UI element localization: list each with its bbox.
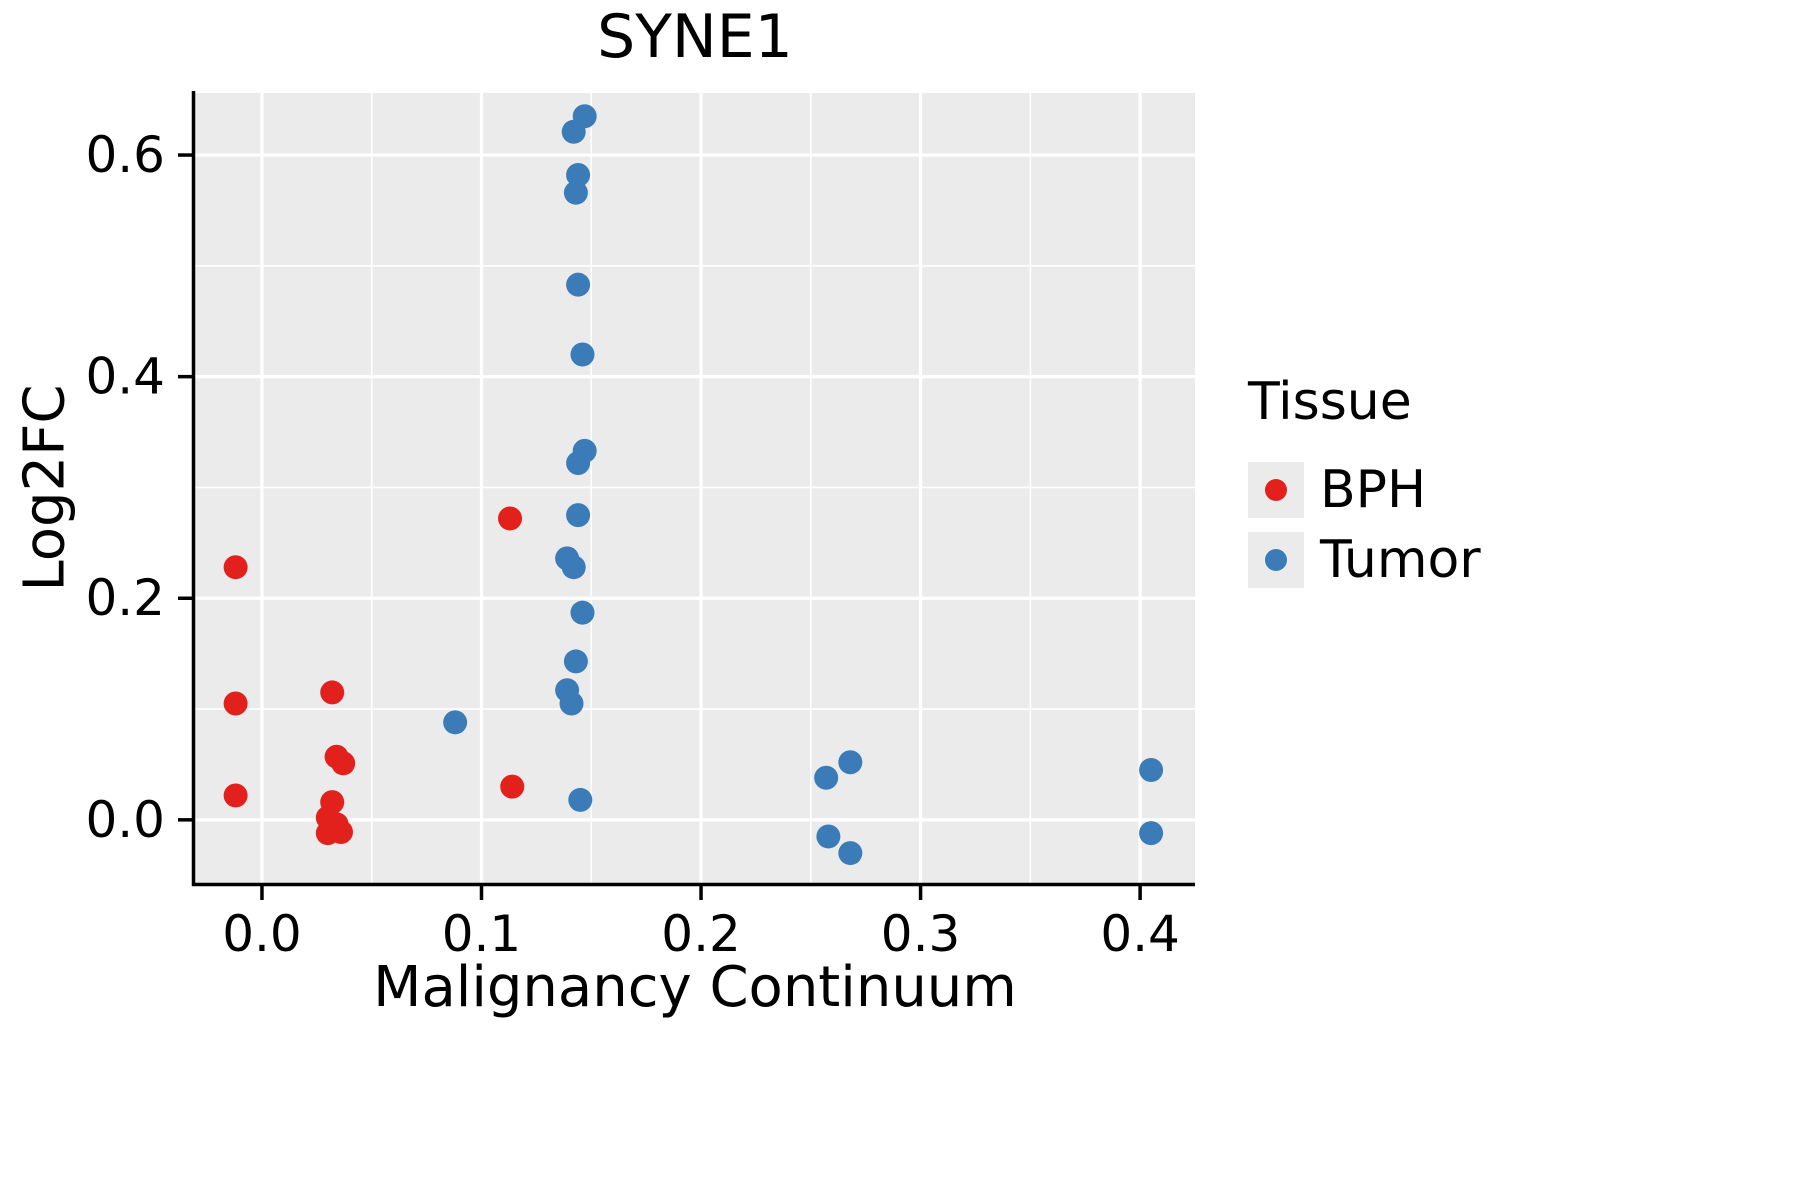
- legend: Tissue BPH Tumor: [1248, 372, 1481, 600]
- point-bph: [328, 820, 353, 845]
- point-bph: [498, 506, 523, 531]
- legend-label: Tumor: [1320, 530, 1481, 590]
- y-tick-label: 0.0: [85, 791, 165, 849]
- point-tumor: [1139, 821, 1164, 846]
- x-tick-label: 0.4: [1100, 905, 1180, 963]
- legend-entry-tumor: Tumor: [1248, 530, 1481, 590]
- point-tumor: [816, 824, 841, 849]
- x-tick-label: 0.0: [222, 905, 302, 963]
- point-tumor: [561, 119, 586, 144]
- legend-entries: BPH Tumor: [1248, 460, 1481, 590]
- y-tick-label: 0.6: [85, 126, 165, 184]
- point-tumor: [568, 787, 593, 812]
- point-tumor: [563, 649, 588, 674]
- legend-key-tumor: [1248, 532, 1304, 588]
- point-tumor: [561, 555, 586, 580]
- y-tick-label: 0.4: [85, 348, 165, 406]
- point-bph: [223, 691, 248, 716]
- y-tick-label: 0.2: [85, 569, 165, 627]
- x-axis-title: Malignancy Continuum: [373, 955, 1017, 1020]
- point-tumor: [559, 691, 584, 716]
- point-tumor: [570, 342, 595, 367]
- x-tick-label: 0.1: [442, 905, 522, 963]
- point-bph: [320, 680, 345, 705]
- point-tumor: [443, 710, 468, 735]
- point-bph: [223, 783, 248, 808]
- legend-dot-icon: [1265, 479, 1287, 501]
- x-tick-label: 0.3: [881, 905, 961, 963]
- point-tumor: [838, 750, 863, 775]
- point-tumor: [1139, 757, 1164, 782]
- point-tumor: [838, 841, 863, 866]
- legend-key-bph: [1248, 462, 1304, 518]
- point-tumor: [566, 272, 591, 297]
- point-tumor: [570, 600, 595, 625]
- legend-label: BPH: [1320, 460, 1427, 520]
- point-tumor: [566, 503, 591, 528]
- x-tick-label: 0.2: [661, 905, 741, 963]
- legend-entry-bph: BPH: [1248, 460, 1481, 520]
- y-axis-title: Log2FC: [12, 384, 78, 592]
- point-tumor: [563, 180, 588, 205]
- chart-title: SYNE1: [597, 2, 793, 72]
- point-tumor: [566, 162, 591, 187]
- point-bph: [331, 751, 356, 776]
- point-tumor: [814, 765, 839, 790]
- point-tumor: [566, 451, 591, 476]
- point-bph: [500, 774, 525, 799]
- legend-title: Tissue: [1248, 372, 1412, 432]
- point-bph: [223, 555, 248, 580]
- legend-dot-icon: [1265, 549, 1287, 571]
